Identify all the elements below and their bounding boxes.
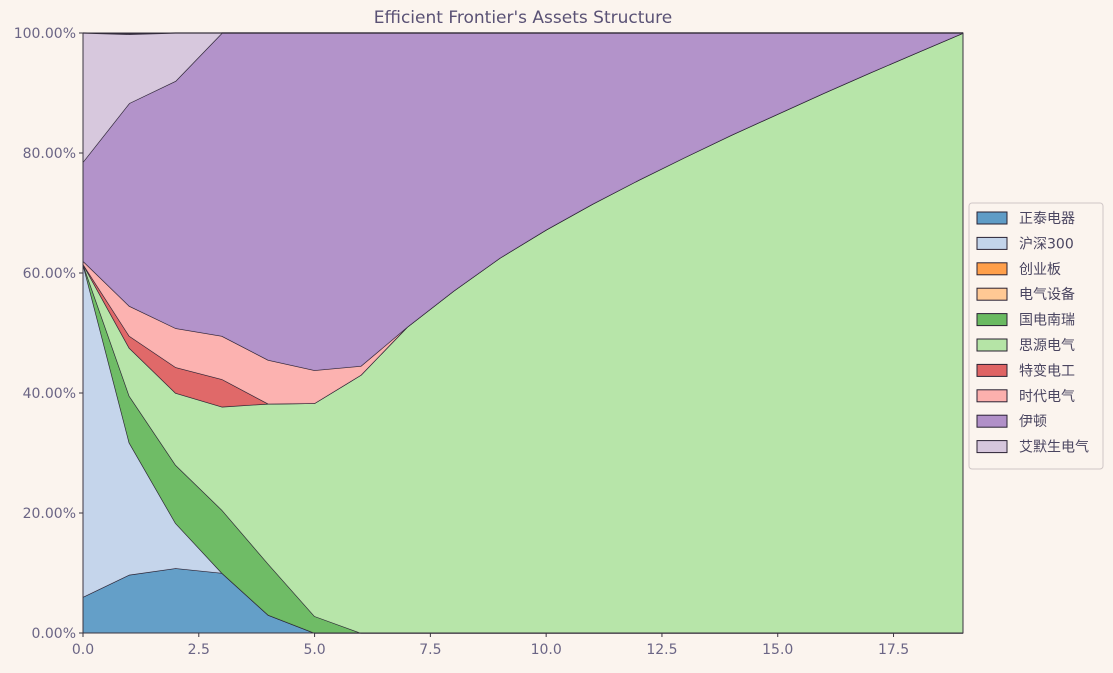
- axes: 0.00% 20.00% 40.00% 60.00% 80.00% 100.00% 0.0 2…: [14, 26, 964, 658]
- area-series-5: [83, 33, 963, 633]
- legend-label: 创业板: [1019, 262, 1061, 278]
- area-series-6: [83, 33, 963, 407]
- x-tick-label: 15.0: [762, 642, 793, 658]
- legend-label: 正泰电器: [1019, 211, 1075, 227]
- area-series-8: [83, 33, 963, 371]
- legend-label: 国电南瑞: [1019, 313, 1075, 329]
- x-tick-label: 12.5: [646, 642, 677, 658]
- chart-title: Efficient Frontier's Assets Structure: [374, 8, 672, 28]
- legend-swatch: [976, 313, 1008, 327]
- legend-swatch: [976, 389, 1008, 403]
- legend-swatch: [976, 287, 1008, 301]
- legend-label: 沪深300: [1019, 236, 1074, 252]
- x-tick-label: 5.0: [303, 642, 325, 658]
- legend-label: 特变电工: [1019, 363, 1075, 379]
- y-tick-label: 60.00%: [23, 266, 76, 282]
- legend-label: 艾默生电气: [1019, 440, 1089, 456]
- area-layers: [82, 32, 964, 634]
- x-tick-label: 17.5: [878, 642, 909, 658]
- y-tick-label: 80.00%: [23, 146, 76, 162]
- legend-swatch: [976, 440, 1008, 454]
- area-series-0: [83, 568, 963, 633]
- area-series-9: [83, 33, 963, 162]
- x-tick-label: 2.5: [188, 642, 210, 658]
- legend-swatch: [976, 262, 1008, 276]
- legend-label: 电气设备: [1019, 286, 1075, 303]
- legend-swatch: [976, 414, 1008, 428]
- y-tick-label: 0.00%: [32, 626, 76, 642]
- legend-swatch: [976, 236, 1008, 250]
- y-tick-label: 100.00%: [14, 26, 76, 42]
- x-tick-label: 0.0: [72, 642, 94, 658]
- y-tick-label: 20.00%: [23, 506, 76, 522]
- x-tick-label: 10.0: [531, 642, 562, 658]
- legend-label: 思源电气: [1019, 338, 1075, 354]
- legend-swatch: [976, 363, 1008, 377]
- x-tick-label: 7.5: [419, 642, 441, 658]
- y-tick-label: 40.00%: [23, 386, 76, 402]
- legend-label: 伊顿: [1019, 414, 1047, 430]
- legend-swatch: [976, 211, 1008, 225]
- legend-swatch: [976, 338, 1008, 352]
- plot-frame: [82, 32, 964, 634]
- legend-label: 时代电气: [1019, 389, 1075, 405]
